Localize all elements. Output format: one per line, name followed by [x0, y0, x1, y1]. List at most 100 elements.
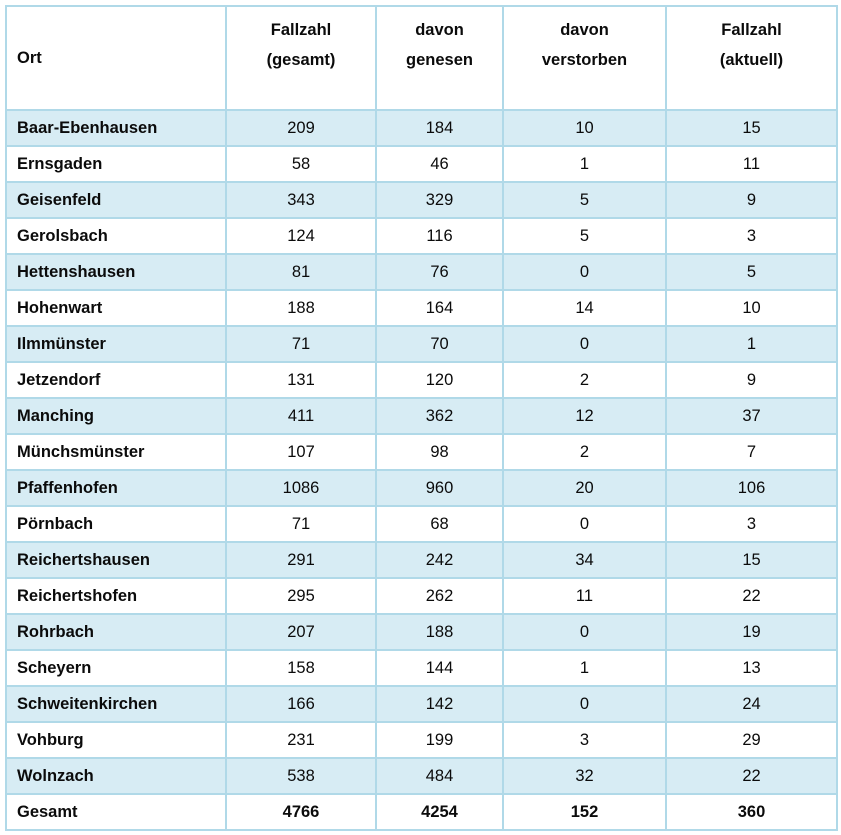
fallzahl-gesamt-cell: 158: [225, 649, 377, 687]
table-row: Vohburg 231 199 3 29: [5, 721, 838, 759]
table-row: Baar-Ebenhausen 209 184 10 15: [5, 109, 838, 147]
table-row: Schweitenkirchen 166 142 0 24: [5, 685, 838, 723]
davon-verstorben-cell: 5: [502, 217, 667, 255]
covid-cases-table: Ort Fallzahl (gesamt) davon genesen davo…: [5, 5, 838, 831]
ort-cell: Pfaffenhofen: [5, 469, 227, 507]
davon-verstorben-cell: 0: [502, 613, 667, 651]
fallzahl-gesamt-cell: 291: [225, 541, 377, 579]
column-header-ort-label: Ort: [17, 48, 42, 67]
table-row: Manching 411 362 12 37: [5, 397, 838, 435]
ort-cell: Ilmmünster: [5, 325, 227, 363]
table-row: Rohrbach 207 188 0 19: [5, 613, 838, 651]
header-line-2: (aktuell): [719, 51, 784, 69]
davon-verstorben-cell: 11: [502, 577, 667, 615]
fallzahl-gesamt-cell: 411: [225, 397, 377, 435]
table-row: Ernsgaden 58 46 1 11: [5, 145, 838, 183]
total-gesamt-cell: 4766: [225, 793, 377, 831]
fallzahl-aktuell-cell: 5: [665, 253, 838, 291]
fallzahl-gesamt-cell: 124: [225, 217, 377, 255]
table-row: Reichertshausen 291 242 34 15: [5, 541, 838, 579]
table-row: Wolnzach 538 484 32 22: [5, 757, 838, 795]
fallzahl-aktuell-cell: 1: [665, 325, 838, 363]
table-row: Pörnbach 71 68 0 3: [5, 505, 838, 543]
ort-cell: Baar-Ebenhausen: [5, 109, 227, 147]
davon-verstorben-cell: 0: [502, 325, 667, 363]
table-row: Jetzendorf 131 120 2 9: [5, 361, 838, 399]
ort-cell: Reichertshofen: [5, 577, 227, 615]
fallzahl-gesamt-cell: 538: [225, 757, 377, 795]
davon-verstorben-cell: 5: [502, 181, 667, 219]
table-row: Hettenshausen 81 76 0 5: [5, 253, 838, 291]
table-row: Hohenwart 188 164 14 10: [5, 289, 838, 327]
ort-cell: Rohrbach: [5, 613, 227, 651]
header-line-1: Fallzahl: [721, 21, 782, 39]
davon-genesen-cell: 120: [375, 361, 504, 399]
table-row: Pfaffenhofen 1086 960 20 106: [5, 469, 838, 507]
fallzahl-aktuell-cell: 3: [665, 505, 838, 543]
davon-genesen-cell: 142: [375, 685, 504, 723]
fallzahl-gesamt-cell: 295: [225, 577, 377, 615]
davon-verstorben-cell: 2: [502, 361, 667, 399]
davon-verstorben-cell: 2: [502, 433, 667, 471]
davon-genesen-cell: 199: [375, 721, 504, 759]
table-footer: Gesamt 4766 4254 152 360: [5, 793, 838, 831]
fallzahl-aktuell-cell: 15: [665, 109, 838, 147]
total-label-cell: Gesamt: [5, 793, 227, 831]
ort-cell: Jetzendorf: [5, 361, 227, 399]
fallzahl-gesamt-cell: 343: [225, 181, 377, 219]
davon-verstorben-cell: 1: [502, 649, 667, 687]
fallzahl-aktuell-cell: 106: [665, 469, 838, 507]
fallzahl-aktuell-cell: 37: [665, 397, 838, 435]
ort-cell: Gerolsbach: [5, 217, 227, 255]
fallzahl-aktuell-cell: 9: [665, 181, 838, 219]
davon-genesen-cell: 362: [375, 397, 504, 435]
ort-cell: Geisenfeld: [5, 181, 227, 219]
fallzahl-aktuell-cell: 9: [665, 361, 838, 399]
davon-genesen-cell: 188: [375, 613, 504, 651]
davon-verstorben-cell: 32: [502, 757, 667, 795]
fallzahl-gesamt-cell: 131: [225, 361, 377, 399]
davon-genesen-cell: 70: [375, 325, 504, 363]
table-row: Geisenfeld 343 329 5 9: [5, 181, 838, 219]
table-body: Baar-Ebenhausen 209 184 10 15 Ernsgaden …: [5, 109, 838, 795]
ort-cell: Vohburg: [5, 721, 227, 759]
total-genesen-cell: 4254: [375, 793, 504, 831]
ort-cell: Ernsgaden: [5, 145, 227, 183]
davon-verstorben-cell: 12: [502, 397, 667, 435]
header-line-1: davon: [560, 21, 609, 39]
column-header-fallzahl-aktuell: Fallzahl (aktuell): [665, 5, 838, 111]
davon-verstorben-cell: 0: [502, 685, 667, 723]
fallzahl-aktuell-cell: 3: [665, 217, 838, 255]
davon-genesen-cell: 329: [375, 181, 504, 219]
total-verstorben-cell: 152: [502, 793, 667, 831]
table-row: Münchsmünster 107 98 2 7: [5, 433, 838, 471]
fallzahl-aktuell-cell: 7: [665, 433, 838, 471]
fallzahl-gesamt-cell: 231: [225, 721, 377, 759]
davon-verstorben-cell: 0: [502, 505, 667, 543]
davon-genesen-cell: 76: [375, 253, 504, 291]
ort-cell: Reichertshausen: [5, 541, 227, 579]
davon-verstorben-cell: 1: [502, 145, 667, 183]
total-aktuell-cell: 360: [665, 793, 838, 831]
header-line-2: verstorben: [541, 51, 628, 69]
table-row: Scheyern 158 144 1 13: [5, 649, 838, 687]
davon-genesen-cell: 484: [375, 757, 504, 795]
fallzahl-aktuell-cell: 11: [665, 145, 838, 183]
table-header: Ort Fallzahl (gesamt) davon genesen davo…: [5, 5, 838, 111]
table-row: Reichertshofen 295 262 11 22: [5, 577, 838, 615]
ort-cell: Wolnzach: [5, 757, 227, 795]
ort-cell: Hohenwart: [5, 289, 227, 327]
header-line-2: genesen: [406, 51, 473, 69]
davon-genesen-cell: 116: [375, 217, 504, 255]
fallzahl-gesamt-cell: 207: [225, 613, 377, 651]
ort-cell: Münchsmünster: [5, 433, 227, 471]
ort-cell: Schweitenkirchen: [5, 685, 227, 723]
davon-verstorben-cell: 3: [502, 721, 667, 759]
fallzahl-gesamt-cell: 166: [225, 685, 377, 723]
davon-genesen-cell: 144: [375, 649, 504, 687]
header-row: Ort Fallzahl (gesamt) davon genesen davo…: [5, 5, 838, 111]
davon-verstorben-cell: 0: [502, 253, 667, 291]
fallzahl-gesamt-cell: 107: [225, 433, 377, 471]
davon-genesen-cell: 68: [375, 505, 504, 543]
davon-genesen-cell: 242: [375, 541, 504, 579]
